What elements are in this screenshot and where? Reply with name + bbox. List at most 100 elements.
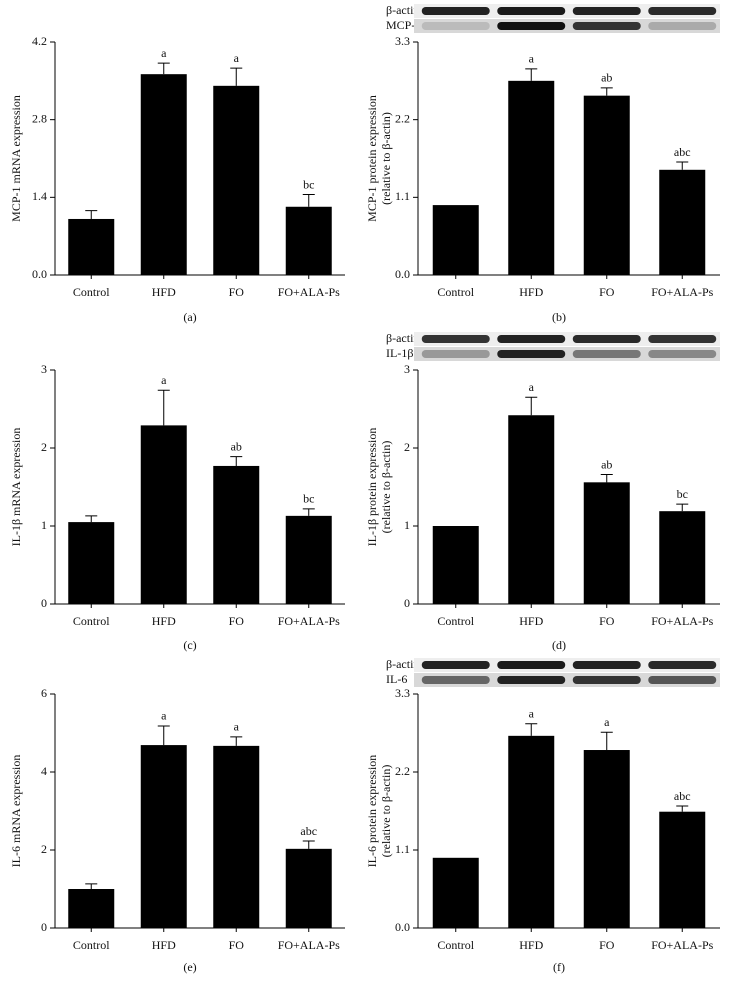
annotation: abc bbox=[674, 789, 691, 803]
blot-label: IL-6 bbox=[386, 672, 407, 686]
x-tick-label: Control bbox=[73, 614, 110, 628]
blot-label: MCP-1 bbox=[386, 18, 421, 32]
blot-band bbox=[421, 350, 490, 358]
x-tick-label: HFD bbox=[519, 285, 543, 299]
y-axis-label: (relative to β-actin) bbox=[379, 112, 393, 205]
blot-band bbox=[572, 7, 641, 15]
error-bar bbox=[85, 210, 98, 219]
bar bbox=[583, 482, 630, 604]
error-bar bbox=[676, 503, 689, 512]
error-bar bbox=[157, 389, 170, 426]
x-tick-label: FO bbox=[599, 285, 615, 299]
panel-caption: (d) bbox=[552, 638, 566, 652]
x-tick-label: FO+ALA-Ps bbox=[278, 614, 340, 628]
y-tick-label: 1 bbox=[404, 518, 410, 532]
panel-caption: (c) bbox=[183, 638, 196, 652]
annotation: a bbox=[529, 380, 535, 394]
y-tick-label: 2 bbox=[404, 440, 410, 454]
x-tick-label: HFD bbox=[519, 938, 543, 952]
blot-band bbox=[421, 676, 490, 684]
y-tick-label: 2 bbox=[41, 440, 47, 454]
blot-band bbox=[421, 335, 490, 343]
blot-label: β-actin bbox=[386, 657, 419, 671]
annotation: a bbox=[604, 715, 610, 729]
y-axis-label: (relative to β-actin) bbox=[379, 765, 393, 858]
annotation: a bbox=[161, 46, 167, 60]
annotation: bc bbox=[303, 492, 314, 506]
error-bar bbox=[230, 67, 243, 86]
blot-band bbox=[572, 661, 641, 669]
x-tick-label: FO bbox=[599, 938, 615, 952]
panel-caption: (f) bbox=[553, 960, 565, 974]
y-tick-label: 6 bbox=[41, 686, 47, 700]
error-bar bbox=[157, 725, 170, 746]
y-tick-label: 2.8 bbox=[32, 111, 47, 125]
bar bbox=[659, 511, 706, 604]
bar bbox=[213, 465, 260, 604]
blot-band bbox=[497, 335, 566, 343]
y-tick-label: 0 bbox=[41, 596, 47, 610]
y-tick-label: 0.0 bbox=[395, 267, 410, 281]
bar bbox=[140, 74, 187, 275]
annotation: abc bbox=[674, 145, 691, 159]
blot-band bbox=[497, 676, 566, 684]
y-tick-label: 0.0 bbox=[395, 920, 410, 934]
x-tick-label: Control bbox=[437, 285, 474, 299]
y-axis-label: IL-1β mRNA expression bbox=[9, 428, 23, 547]
blot-band bbox=[648, 22, 717, 30]
bar bbox=[68, 889, 115, 928]
x-tick-label: Control bbox=[73, 938, 110, 952]
error-bar bbox=[302, 840, 315, 849]
y-axis-label: IL-6 mRNA expression bbox=[9, 755, 23, 868]
bar bbox=[140, 745, 187, 928]
blot-strip bbox=[414, 19, 720, 33]
bar bbox=[583, 750, 630, 928]
bar bbox=[140, 425, 187, 604]
bar bbox=[68, 218, 115, 275]
annotation: a bbox=[234, 51, 240, 65]
blot-label: IL-1β bbox=[386, 346, 413, 360]
annotation: a bbox=[529, 707, 535, 721]
error-bar bbox=[230, 456, 243, 466]
bar bbox=[432, 526, 479, 604]
y-axis-label: MCP-1 mRNA expression bbox=[9, 95, 23, 222]
y-tick-label: 3 bbox=[404, 362, 410, 376]
error-bar bbox=[525, 396, 538, 416]
blot-band bbox=[497, 22, 566, 30]
annotation: a bbox=[529, 52, 535, 66]
y-axis-label: MCP-1 protein expression bbox=[365, 95, 379, 222]
blot-band bbox=[648, 350, 717, 358]
error-bar bbox=[600, 731, 613, 751]
bar bbox=[659, 811, 706, 928]
y-tick-label: 1 bbox=[41, 518, 47, 532]
y-tick-label: 1.4 bbox=[32, 189, 47, 203]
bar bbox=[68, 522, 115, 604]
error-bar bbox=[676, 161, 689, 170]
y-tick-label: 2 bbox=[41, 842, 47, 856]
annotation: ab bbox=[601, 457, 612, 471]
annotation: bc bbox=[677, 487, 688, 501]
blot-band bbox=[497, 350, 566, 358]
y-axis-label: IL-1β protein expression bbox=[365, 428, 379, 547]
blot-band bbox=[648, 7, 717, 15]
y-tick-label: 3 bbox=[41, 362, 47, 376]
x-tick-label: FO+ALA-Ps bbox=[651, 614, 713, 628]
annotation: a bbox=[161, 373, 167, 387]
blot-strip bbox=[414, 658, 720, 672]
bar bbox=[285, 515, 332, 604]
blot-band bbox=[497, 661, 566, 669]
blot-band bbox=[421, 22, 490, 30]
y-tick-label: 1.1 bbox=[395, 842, 410, 856]
panel-caption: (a) bbox=[183, 310, 196, 324]
panel-caption: (e) bbox=[183, 960, 196, 974]
error-bar bbox=[676, 805, 689, 812]
blot-band bbox=[572, 335, 641, 343]
y-tick-label: 4 bbox=[41, 764, 47, 778]
bar bbox=[432, 857, 479, 928]
blot-band bbox=[572, 350, 641, 358]
blot-band bbox=[572, 22, 641, 30]
y-tick-label: 3.3 bbox=[395, 686, 410, 700]
blot-strip bbox=[414, 347, 720, 361]
